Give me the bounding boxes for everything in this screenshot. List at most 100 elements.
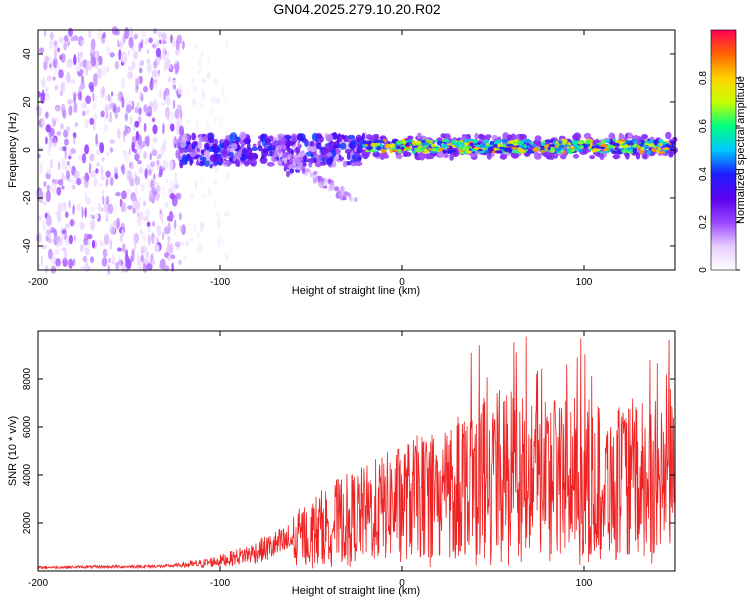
spectrogram-cell xyxy=(103,124,109,132)
spectrogram-cell xyxy=(313,170,318,175)
spectrogram-cell xyxy=(577,139,585,145)
spectrogram-cell xyxy=(339,185,345,193)
spectrogram-cell xyxy=(168,76,171,83)
spectrogram-cell xyxy=(169,192,175,200)
spectrogram-cell xyxy=(68,258,73,269)
spectrogram-cell xyxy=(152,221,156,227)
spectrogram-cell xyxy=(80,101,85,110)
spectrogram-cell xyxy=(84,191,87,201)
spectrogram-frame xyxy=(37,29,676,271)
snr-x-tick-label: 0 xyxy=(399,578,405,589)
spectrogram-cell xyxy=(250,158,257,167)
spectrogram-cell xyxy=(632,149,637,154)
spectrogram-cell xyxy=(145,112,152,117)
spectrogram-cell xyxy=(168,188,173,195)
spectrogram-cell xyxy=(95,133,98,145)
spectrogram-cell xyxy=(215,157,223,163)
spectrogram-y-tick-label: 40 xyxy=(22,48,33,60)
spectrogram-cell xyxy=(71,184,76,190)
spectrogram-cell xyxy=(302,168,305,175)
spectrogram-cell xyxy=(55,258,61,267)
spectrogram-cell xyxy=(128,148,131,155)
spectrogram-cell xyxy=(127,128,131,133)
spectrogram-cell xyxy=(41,200,47,206)
spectrogram-cell xyxy=(194,45,199,51)
spectrogram-cell xyxy=(152,99,158,112)
spectrogram-cell xyxy=(400,146,405,151)
spectrogram-cell xyxy=(45,124,52,133)
spectrogram-cell xyxy=(108,117,113,123)
spectrogram-cell xyxy=(88,29,92,39)
spectrogram-cell xyxy=(171,79,177,86)
spectrogram-cell xyxy=(89,84,95,93)
spectrogram-cell xyxy=(118,257,122,269)
spectrogram-cell xyxy=(611,150,618,155)
spectrogram-cell xyxy=(267,146,274,151)
colorbar-tick-label: 0.4 xyxy=(698,167,709,181)
spectrogram-x-tick-label: -100 xyxy=(210,277,230,288)
spectrogram-cell xyxy=(133,232,140,243)
spectrogram-cell xyxy=(195,160,200,166)
spectrogram-cell xyxy=(115,262,119,270)
spectrogram-cell xyxy=(74,122,79,128)
spectrogram-cell xyxy=(54,117,59,122)
spectrogram-cell xyxy=(165,201,169,209)
spectrogram-cell xyxy=(646,140,653,144)
spectrogram-cell xyxy=(79,221,85,231)
spectrogram-cell xyxy=(511,151,518,154)
spectrogram-cell xyxy=(48,139,51,151)
spectrogram-cell xyxy=(191,98,197,106)
spectrogram-cell xyxy=(65,165,68,173)
spectrogram-cell xyxy=(114,172,119,180)
spectrogram-cell xyxy=(89,219,96,231)
spectrogram-cell xyxy=(151,145,155,151)
spectrogram-cell xyxy=(49,59,53,72)
spectrogram-cell xyxy=(112,252,115,263)
spectrogram-cell xyxy=(83,233,89,241)
spectrogram-cell xyxy=(213,200,217,208)
spectrogram-cell xyxy=(229,132,238,141)
spectrogram-cell xyxy=(76,65,81,72)
spectrogram-cell xyxy=(339,142,347,150)
spectrogram-cell xyxy=(72,55,77,66)
spectrogram-cell xyxy=(208,137,215,144)
spectrogram-cell xyxy=(84,144,90,155)
spectrogram-x-tick-label: -200 xyxy=(28,277,48,288)
spectrogram-cell xyxy=(609,141,616,146)
spectrogram-cell xyxy=(109,238,113,251)
spectrogram-cell xyxy=(136,101,140,110)
spectrogram-cell xyxy=(54,49,57,59)
spectrogram-y-tick-label: -20 xyxy=(22,190,33,205)
spectrogram-cell xyxy=(612,154,621,159)
spectrogram-cell xyxy=(510,146,519,150)
snr-x-tick-label: 100 xyxy=(576,578,593,589)
spectrogram-cell xyxy=(105,178,109,186)
spectrogram-cell xyxy=(507,148,513,154)
spectrogram-cell xyxy=(174,172,177,180)
spectrogram-cell xyxy=(109,147,114,153)
spectrogram-cell xyxy=(166,50,170,58)
spectrogram-cell xyxy=(152,117,156,123)
spectrogram-y-tick-label: 0 xyxy=(22,147,33,153)
spectrogram-cell xyxy=(148,37,153,44)
spectrogram-cell xyxy=(138,196,142,201)
spectrogram-cell xyxy=(51,253,56,265)
spectrogram-cell xyxy=(423,145,429,148)
spectrogram-cell xyxy=(309,172,314,177)
spectrogram-cell xyxy=(309,158,314,164)
spectrogram-cell xyxy=(489,140,495,145)
spectrogram-cell xyxy=(72,35,79,41)
spectrogram-cell xyxy=(164,87,170,97)
spectrogram-cell xyxy=(155,185,161,193)
spectrogram-cell xyxy=(86,60,92,71)
spectrogram-cell xyxy=(142,216,149,222)
spectrogram-cell xyxy=(392,149,397,152)
spectrogram-cell xyxy=(527,145,531,148)
spectrogram-cell xyxy=(351,154,357,161)
spectrogram-cell xyxy=(419,151,426,160)
spectrogram-cell xyxy=(605,139,611,143)
spectrogram-cell xyxy=(151,259,156,266)
spectrogram-cell xyxy=(282,144,287,150)
spectrogram-cell xyxy=(144,136,148,145)
spectrogram-cell xyxy=(294,158,298,164)
